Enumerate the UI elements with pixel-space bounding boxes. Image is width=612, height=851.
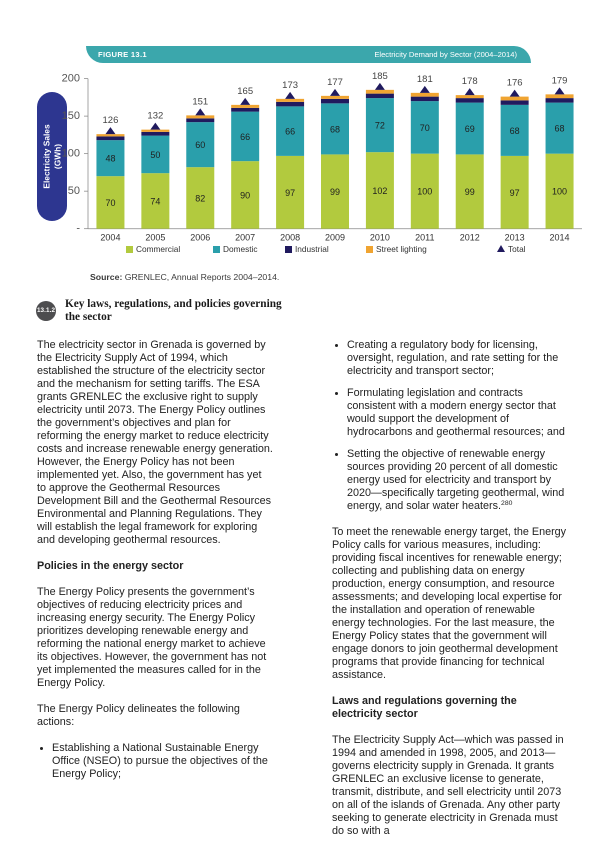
svg-text:150: 150: [62, 110, 80, 122]
svg-text:178: 178: [462, 76, 478, 87]
svg-text:70: 70: [105, 198, 115, 208]
svg-text:177: 177: [327, 77, 343, 88]
svg-text:50: 50: [68, 185, 80, 197]
svg-text:165: 165: [237, 86, 253, 97]
svg-text:102: 102: [372, 186, 387, 196]
svg-text:74: 74: [150, 196, 160, 206]
svg-text:97: 97: [285, 188, 295, 198]
svg-text:2010: 2010: [370, 233, 390, 243]
svg-text:69: 69: [465, 124, 475, 134]
svg-text:66: 66: [240, 132, 250, 142]
svg-text:100: 100: [417, 187, 432, 197]
svg-text:99: 99: [330, 187, 340, 197]
svg-text:2007: 2007: [235, 233, 255, 243]
svg-text:2011: 2011: [415, 233, 434, 243]
svg-text:176: 176: [507, 78, 523, 89]
svg-text:82: 82: [195, 193, 205, 203]
svg-text:2004: 2004: [100, 233, 120, 243]
svg-text:185: 185: [372, 71, 388, 82]
svg-text:132: 132: [147, 111, 163, 122]
svg-text:68: 68: [555, 124, 565, 134]
svg-text:173: 173: [282, 80, 298, 91]
svg-text:70: 70: [420, 123, 430, 133]
svg-text:200: 200: [62, 73, 80, 85]
svg-text:2013: 2013: [505, 233, 525, 243]
svg-text:72: 72: [375, 121, 385, 131]
svg-text:100: 100: [552, 187, 567, 197]
svg-text:66: 66: [285, 127, 295, 137]
svg-text:90: 90: [240, 190, 250, 200]
svg-text:151: 151: [192, 96, 208, 107]
svg-text:60: 60: [195, 140, 205, 150]
svg-text:2014: 2014: [550, 233, 570, 243]
svg-text:2005: 2005: [145, 233, 165, 243]
svg-text:68: 68: [330, 124, 340, 134]
svg-text:181: 181: [417, 74, 433, 85]
svg-text:2009: 2009: [325, 233, 345, 243]
svg-text:97: 97: [510, 188, 520, 198]
svg-text:179: 179: [552, 75, 568, 86]
svg-text:2008: 2008: [280, 233, 300, 243]
svg-text:-: -: [76, 223, 80, 235]
svg-text:2012: 2012: [460, 233, 480, 243]
svg-text:126: 126: [103, 115, 119, 126]
svg-text:68: 68: [510, 126, 520, 136]
svg-text:99: 99: [465, 187, 475, 197]
svg-text:2006: 2006: [190, 233, 210, 243]
svg-text:100: 100: [62, 148, 80, 160]
svg-text:48: 48: [105, 154, 115, 164]
svg-text:50: 50: [150, 150, 160, 160]
